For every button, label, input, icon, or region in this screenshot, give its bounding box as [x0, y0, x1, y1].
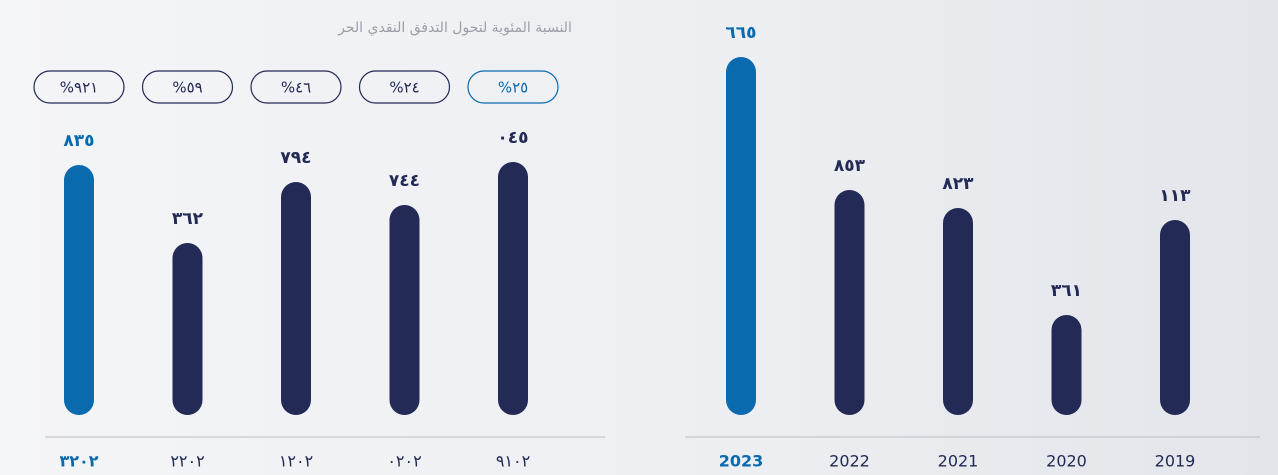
x-tick-label: ٣٢٠٢ [59, 452, 98, 471]
percent-pill [250, 70, 342, 104]
value-label: ٣٦١ [1051, 281, 1082, 301]
percent-pill [467, 70, 559, 104]
percent-pill [141, 70, 234, 104]
percent-pill [33, 70, 125, 104]
value-label: ٦٦٥ [725, 23, 756, 43]
x-tick-label: ٠٢٠٢ [387, 452, 421, 471]
bar [498, 162, 528, 415]
x-tick-label: 2021 [938, 452, 979, 471]
value-label: ٠٤٥ [497, 128, 528, 148]
percent-label: %٢٥ [498, 79, 528, 97]
bar [389, 205, 420, 415]
x-tick-label: ٢٢٠٢ [170, 452, 204, 471]
bar [281, 182, 311, 415]
value-label: ٨٣٥ [63, 131, 94, 151]
value-label: ٧٤٤ [389, 171, 420, 191]
bar [943, 208, 973, 415]
x-tick-label: 2020 [1046, 452, 1087, 471]
x-tick-label: 2022 [829, 452, 870, 471]
value-label: ٨٥٣ [834, 156, 866, 176]
bar [1051, 315, 1082, 415]
bar [172, 243, 203, 415]
percent-label: %٥٩ [172, 79, 202, 97]
x-tick-label: ١٢٠٢ [279, 452, 313, 471]
value-label: ٨٢٣ [942, 174, 974, 194]
x-tick-label: 2023 [719, 452, 764, 471]
chart-title: النسبة المئوية لتحول التدفق النقدي الحر [337, 20, 572, 36]
x-tick-label: ٩١٠٢ [496, 452, 530, 471]
x-tick-label: 2019 [1155, 452, 1196, 471]
percent-label: %٤٦ [281, 79, 311, 97]
bar [834, 190, 865, 415]
percent-pill [358, 70, 451, 104]
bar [1160, 220, 1190, 415]
bar [726, 57, 756, 415]
value-label: ٧٩٤ [280, 148, 311, 168]
value-label: ١١٣ [1159, 186, 1191, 206]
percent-label: %٩٢١ [60, 79, 98, 97]
percent-label: %٢٤ [389, 79, 419, 97]
bar [64, 165, 94, 415]
value-label: ٣٦٢ [172, 209, 204, 229]
